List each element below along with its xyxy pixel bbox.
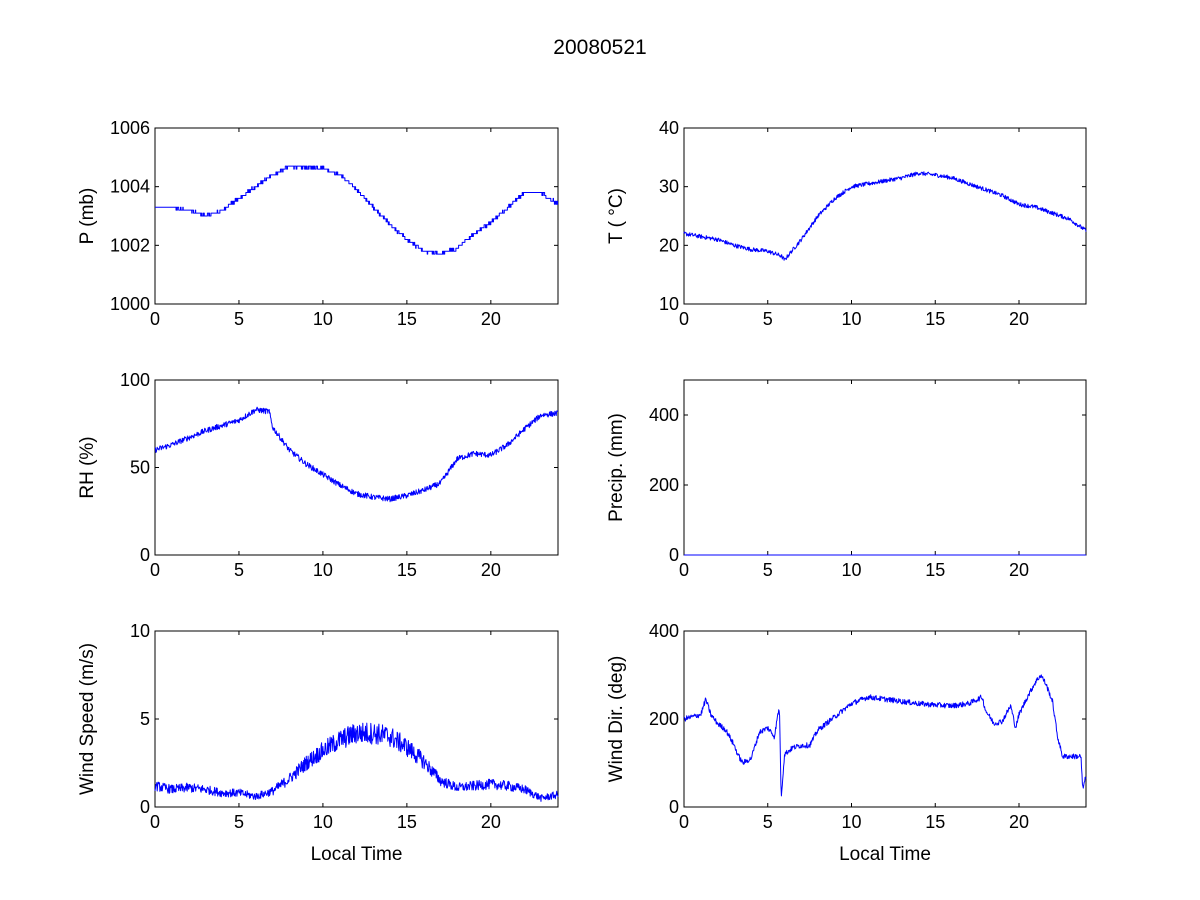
subplot-5: 0 5 10 15 20 0 5 10 Wind Speed (m/s) Local Time (77, 621, 559, 865)
y-tick-label: 5 (140, 709, 150, 729)
axes-box (683, 127, 1087, 305)
x-tick-label: 15 (397, 309, 417, 329)
y-tick-label: 0 (140, 545, 150, 565)
x-tick-label: 15 (925, 560, 945, 580)
y-tick-label: 0 (669, 545, 679, 565)
x-tick-label: 0 (150, 309, 160, 329)
y-tick-label: 0 (140, 797, 150, 817)
x-tick-label: 10 (841, 309, 861, 329)
y-axis-label: Precip. (mm) (606, 413, 627, 522)
x-tick-label: 0 (679, 560, 689, 580)
y-axis-label: Wind Speed (m/s) (77, 643, 98, 795)
y-axis-label: T ( °C) (606, 188, 627, 244)
x-tick-label: 20 (1009, 560, 1029, 580)
x-tick-label: 0 (679, 812, 689, 832)
y-tick-label: 10 (130, 621, 150, 641)
y-tick-label: 1004 (110, 177, 150, 197)
x-tick-label: 20 (481, 812, 501, 832)
y-tick-label: 10 (659, 294, 679, 314)
series-line-1 (154, 722, 559, 802)
y-tick-label: 0 (669, 797, 679, 817)
x-tick-label: 15 (397, 560, 417, 580)
y-tick-label: 100 (120, 370, 150, 390)
series-line-1 (154, 165, 559, 255)
x-tick-label: 20 (1009, 812, 1029, 832)
x-tick-label: 15 (397, 812, 417, 832)
x-tick-label: 5 (763, 812, 773, 832)
y-tick-label: 1006 (110, 118, 150, 138)
axes-box (154, 127, 559, 305)
x-axis-label: Local Time (839, 844, 931, 865)
x-tick-label: 10 (313, 309, 333, 329)
figure-title: 20080521 (553, 36, 646, 59)
y-axis-label: RH (%) (77, 436, 98, 498)
y-tick-label: 200 (649, 475, 679, 495)
subplot-3: 0 5 10 15 20 0 50 100 RH (%) (77, 370, 559, 580)
y-axis-label: Wind Dir. (deg) (606, 656, 627, 783)
series-line-1 (683, 674, 1087, 797)
y-tick-label: 400 (649, 405, 679, 425)
x-tick-label: 10 (313, 560, 333, 580)
subplot-1: 0 5 10 15 20 1000 1002 1004 1006 P (mb) (77, 118, 559, 329)
x-tick-label: 15 (925, 309, 945, 329)
x-tick-label: 0 (150, 812, 160, 832)
x-tick-label: 5 (763, 309, 773, 329)
y-tick-label: 50 (130, 458, 150, 478)
y-tick-label: 400 (649, 621, 679, 641)
series-line-1 (683, 171, 1087, 261)
series-line-1 (154, 406, 559, 503)
y-tick-label: 1000 (110, 294, 150, 314)
y-tick-label: 1002 (110, 235, 150, 255)
x-tick-label: 5 (234, 560, 244, 580)
x-tick-label: 0 (679, 309, 689, 329)
x-tick-label: 0 (150, 560, 160, 580)
y-tick-label: 30 (659, 177, 679, 197)
x-tick-label: 20 (481, 309, 501, 329)
x-tick-label: 5 (234, 812, 244, 832)
y-tick-label: 40 (659, 118, 679, 138)
x-tick-label: 10 (313, 812, 333, 832)
x-tick-label: 20 (481, 560, 501, 580)
x-axis-label: Local Time (311, 844, 403, 865)
subplot-2: 0 5 10 15 20 10 20 30 40 T ( °C) (606, 118, 1087, 329)
x-tick-label: 5 (763, 560, 773, 580)
x-tick-label: 10 (841, 812, 861, 832)
x-tick-label: 10 (841, 560, 861, 580)
x-tick-label: 15 (925, 812, 945, 832)
y-tick-label: 200 (649, 709, 679, 729)
y-tick-label: 20 (659, 235, 679, 255)
y-axis-label: P (mb) (77, 188, 98, 245)
x-tick-label: 5 (234, 309, 244, 329)
x-tick-label: 20 (1009, 309, 1029, 329)
